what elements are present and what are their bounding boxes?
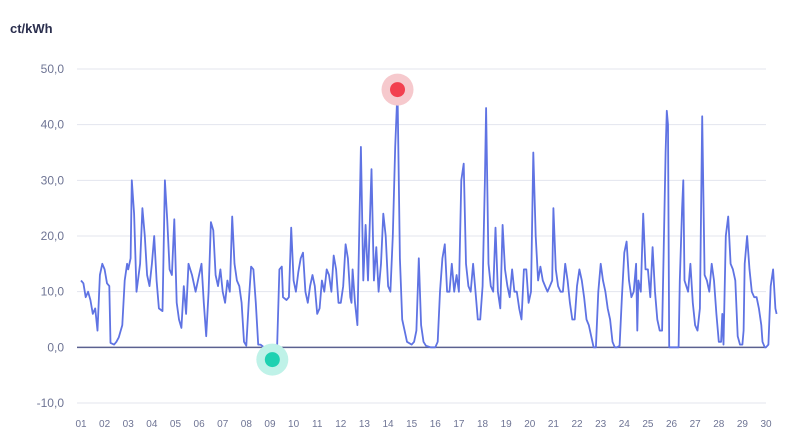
x-tick-label: 30 xyxy=(760,419,772,430)
x-tick-label: 09 xyxy=(264,419,276,430)
y-axis-ticks: 50,0 40,0 30,0 20,0 10,0 0,0 -10,0 xyxy=(37,62,65,410)
x-tick-label: 06 xyxy=(194,419,206,430)
x-tick-label: 23 xyxy=(595,419,607,430)
x-tick-label: 07 xyxy=(217,419,229,430)
x-tick-label: 22 xyxy=(571,419,583,430)
x-tick-label: 26 xyxy=(666,419,678,430)
gridlines xyxy=(77,68,766,404)
x-tick-label: 27 xyxy=(690,419,702,430)
x-tick-label: 21 xyxy=(548,419,560,430)
min-point-marker[interactable] xyxy=(264,352,280,368)
x-tick-label: 24 xyxy=(619,419,631,430)
x-tick-label: 19 xyxy=(501,419,513,430)
y-axis-unit-label: ct/kWh xyxy=(10,21,53,36)
x-tick-label: 01 xyxy=(75,419,87,430)
y-tick-label: 50,0 xyxy=(41,62,65,76)
x-tick-label: 25 xyxy=(642,419,654,430)
x-tick-label: 10 xyxy=(288,419,300,430)
y-tick-label: 0,0 xyxy=(47,340,64,354)
x-tick-label: 02 xyxy=(99,419,111,430)
x-tick-label: 12 xyxy=(335,419,347,430)
x-tick-label: 16 xyxy=(430,419,442,430)
x-tick-label: 11 xyxy=(312,419,323,430)
x-tick-label: 08 xyxy=(241,419,253,430)
x-axis-ticks: 01 02 03 04 05 06 07 08 09 10 11 12 13 14 15 16 17 18 19 20… xyxy=(75,419,772,430)
x-tick-label: 04 xyxy=(146,419,158,430)
x-tick-label: 28 xyxy=(713,419,725,430)
x-tick-label: 05 xyxy=(170,419,182,430)
x-tick-label: 14 xyxy=(383,419,395,430)
y-tick-label: 10,0 xyxy=(41,285,65,299)
y-tick-label: -10,0 xyxy=(37,396,65,410)
x-tick-label: 03 xyxy=(123,419,135,430)
extreme-markers xyxy=(256,73,414,376)
x-tick-label: 18 xyxy=(477,419,489,430)
x-tick-label: 29 xyxy=(737,419,749,430)
x-tick-label: 20 xyxy=(524,419,536,430)
x-tick-label: 13 xyxy=(359,419,371,430)
price-series-line xyxy=(80,88,778,361)
x-tick-label: 15 xyxy=(406,419,418,430)
y-tick-label: 30,0 xyxy=(41,173,65,187)
y-tick-label: 20,0 xyxy=(41,229,65,243)
max-point-marker[interactable] xyxy=(390,82,406,98)
y-tick-label: 40,0 xyxy=(41,118,65,132)
x-tick-label: 17 xyxy=(453,419,465,430)
